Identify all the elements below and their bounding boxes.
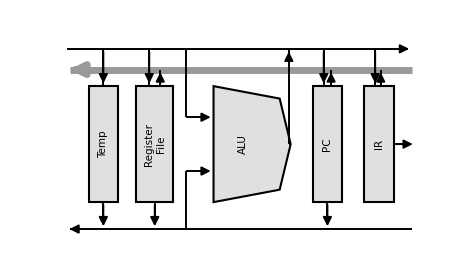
Bar (364, 86, 393, 202)
Bar (137, 86, 173, 202)
Text: Temp: Temp (98, 130, 109, 158)
Bar (313, 86, 342, 202)
Text: Register
File: Register File (144, 123, 165, 166)
Text: ALU: ALU (238, 134, 248, 154)
Bar (89, 86, 118, 202)
Text: PC: PC (322, 137, 332, 151)
Polygon shape (213, 86, 291, 202)
Text: IR: IR (374, 139, 384, 149)
